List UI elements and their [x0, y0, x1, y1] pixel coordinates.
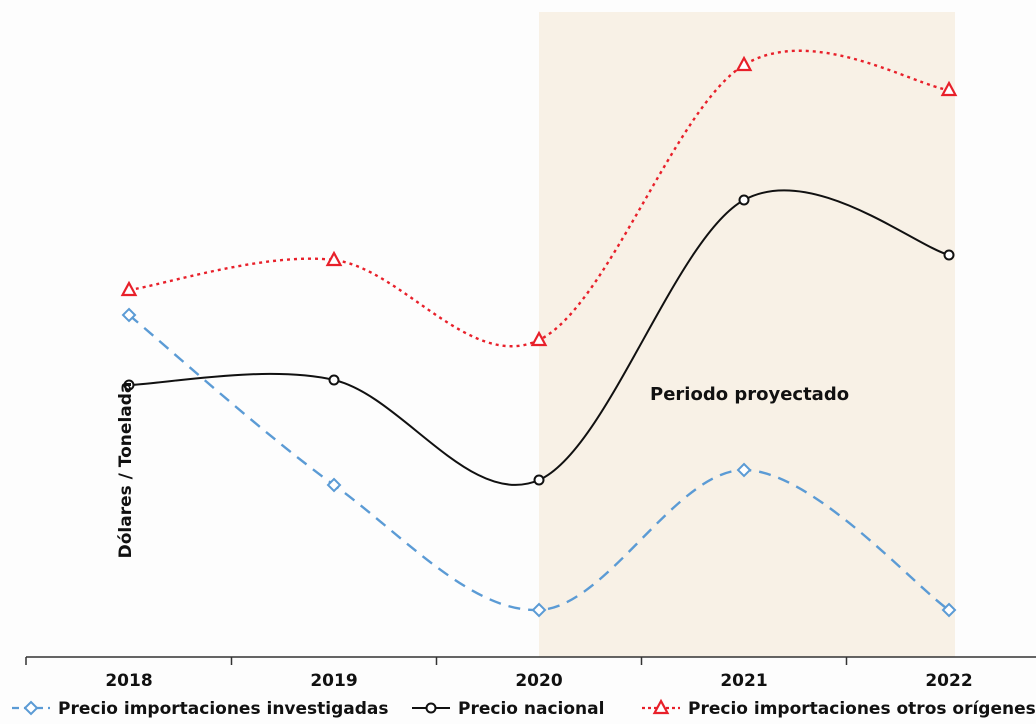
data-point-2019: [325, 250, 343, 267]
series-layer: [120, 49, 958, 618]
data-point-2022: [943, 249, 955, 261]
x-tick-label-2019: 2019: [310, 671, 357, 691]
series-line: [128, 189, 950, 486]
x-tick-label-2021: 2021: [720, 671, 767, 691]
legend-marker: [425, 702, 437, 714]
legend-item-precio-importaciones-otros-origenes: Precio importaciones otros orígenes: [642, 698, 1036, 719]
x-axis-ticks: 2018 2019 2020 2021 2022: [25, 657, 973, 691]
legend-item-precio-nacional: Precio nacional: [412, 699, 604, 719]
legend-label: Precio importaciones investigadas: [58, 699, 389, 719]
y-axis-label: Dólares / Tonelada: [116, 382, 136, 559]
data-point-2018: [120, 280, 138, 297]
x-tick-label-2018: 2018: [105, 671, 152, 691]
series-precio-nacional: [123, 189, 955, 486]
data-point-2020: [530, 330, 548, 347]
data-point-2021: [738, 194, 750, 206]
legend-item-precio-importaciones-investigadas: Precio importaciones investigadas: [12, 699, 389, 719]
data-point-2019: [328, 374, 340, 386]
projected-period-shade: [539, 12, 955, 657]
legend: Precio importaciones investigadas Precio …: [12, 698, 1036, 719]
data-point-2022: [940, 80, 958, 97]
series-line: [128, 49, 950, 348]
series-precio-importaciones-otros-origenes: [120, 49, 958, 348]
data-point-2021: [736, 462, 752, 478]
projected-period-label: Periodo proyectado: [650, 384, 849, 405]
data-point-2018: [123, 379, 135, 391]
legend-marker: [652, 698, 670, 715]
data-point-2021: [735, 55, 753, 72]
x-tick-label-2022: 2022: [925, 671, 972, 691]
data-point-2019: [326, 477, 342, 493]
series-precio-importaciones-investigadas: [121, 307, 957, 618]
data-point-2020: [531, 602, 547, 618]
data-point-2018: [121, 307, 137, 323]
legend-label: Precio importaciones otros orígenes: [688, 699, 1036, 719]
x-tick-label-2020: 2020: [515, 671, 562, 691]
legend-label: Precio nacional: [458, 699, 604, 719]
data-point-2020: [533, 474, 545, 486]
data-point-2022: [941, 602, 957, 618]
legend-marker: [23, 700, 39, 716]
